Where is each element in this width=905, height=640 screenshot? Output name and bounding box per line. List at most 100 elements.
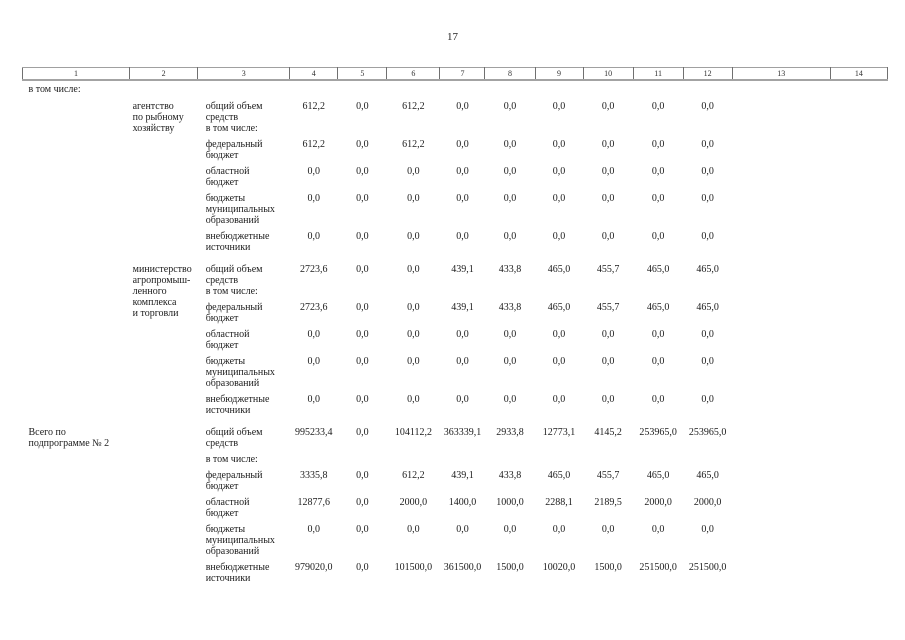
value-cell: 465,0	[646, 302, 670, 313]
value-cell: 0,0	[701, 394, 714, 405]
empty-cell	[732, 258, 830, 302]
table-row: областной бюджет 0,0 0,0 0,0 0,0 0,0 0,0 0,0 0,0…	[23, 329, 888, 356]
value-cell: 995233,4	[295, 427, 333, 438]
empty-cell	[732, 454, 830, 470]
column-number-cell: 7	[439, 67, 486, 81]
value-cell	[387, 454, 440, 470]
value-cell: 433,8	[498, 470, 522, 481]
empty-cell	[732, 139, 830, 166]
value-cell: 0,0	[356, 394, 369, 405]
value-cell: 0,0	[701, 166, 714, 177]
value-cell: 0,0	[552, 193, 566, 204]
value-cell: 1000,0	[496, 497, 524, 508]
value-cell: 0,0	[701, 356, 714, 367]
value-cell: 465,0	[696, 470, 719, 481]
row-label-cell: областной бюджет	[205, 497, 250, 519]
value-cell: 253965,0	[688, 427, 727, 438]
empty-cell	[732, 356, 830, 394]
empty-cell	[732, 193, 830, 231]
row-label-cell: внебюджетные источники	[205, 231, 270, 253]
value-cell: 0,0	[356, 139, 369, 150]
column-number-cell: 10	[582, 67, 634, 81]
value-cell: 0,0	[601, 193, 615, 204]
table-row: внебюджетные источники 0,0 0,0 0,0 0,0 0,0 0,0…	[23, 394, 888, 421]
value-cell: 2933,8	[496, 427, 524, 438]
value-cell: 0,0	[356, 497, 369, 508]
value-cell: 979020,0	[295, 562, 333, 573]
row-label-cell: федеральный бюджет	[205, 302, 263, 324]
table-row: областной бюджет 12877,6 0,0 2000,0 1400,0 10…	[23, 497, 888, 524]
value-cell: 1500,0	[594, 562, 622, 573]
empty-cell	[732, 95, 830, 139]
column-number-cell: 2	[129, 67, 199, 81]
value-cell: 612,2	[402, 101, 425, 112]
table-row: агентство по рыбному хозяйству общий объе…	[23, 95, 888, 139]
value-cell: 0,0	[601, 231, 615, 242]
value-cell: 253965,0	[639, 427, 677, 438]
value-cell: 0,0	[651, 193, 665, 204]
value-cell: 0,0	[456, 524, 469, 535]
value-cell: 0,0	[307, 329, 321, 340]
value-cell: 0,0	[407, 166, 420, 177]
value-cell	[338, 454, 387, 470]
page-number: 17	[447, 31, 458, 43]
value-cell	[633, 454, 683, 470]
value-cell: 0,0	[503, 166, 517, 177]
value-cell: 0,0	[456, 356, 469, 367]
empty-cell	[732, 231, 830, 258]
value-cell: 0,0	[407, 524, 420, 535]
budget-table: 1 2 3 4 5 6 7 8 9 10 11 12 13 14 в том числе: агентств…	[21, 67, 889, 589]
table-row: внебюджетные источники 0,0 0,0 0,0 0,0 0,0 0,0…	[23, 231, 888, 258]
value-cell: 455,7	[596, 302, 620, 313]
row-label-cell: областной бюджет	[205, 329, 250, 351]
intro-label-cell: в том числе:	[28, 84, 81, 95]
value-cell: 0,0	[356, 193, 369, 204]
column-number-cell: 8	[484, 67, 536, 81]
row-label-cell: бюджеты муниципальных образований	[205, 193, 275, 226]
row-label-cell: бюджеты муниципальных образований	[205, 356, 275, 389]
table-row: министерство агропромыш- ленного комплек…	[23, 258, 888, 319]
value-cell	[290, 454, 338, 470]
value-cell: 2288,1	[545, 497, 573, 508]
column-number-cell: 6	[386, 67, 441, 81]
value-cell: 4145,2	[594, 427, 622, 438]
table-row: областной бюджет 0,0 0,0 0,0 0,0 0,0 0,0 0,0 0,0…	[23, 166, 888, 193]
value-cell: 0,0	[456, 193, 469, 204]
row-label-cell: федеральный бюджет	[205, 139, 263, 161]
program-label-cell	[23, 258, 130, 421]
value-cell: 0,0	[407, 264, 420, 275]
empty-cell	[732, 329, 830, 356]
value-cell	[683, 454, 732, 470]
column-number-cell: 5	[337, 67, 388, 81]
value-cell: 0,0	[503, 139, 517, 150]
value-cell: 0,0	[651, 139, 665, 150]
value-cell: 0,0	[407, 356, 420, 367]
value-cell: 0,0	[456, 329, 469, 340]
value-cell: 2723,6	[300, 302, 328, 313]
empty-cell	[830, 231, 887, 258]
value-cell: 1500,0	[496, 562, 524, 573]
executor-label-cell: агентство по рыбному хозяйству	[132, 101, 184, 134]
value-cell: 0,0	[601, 166, 615, 177]
value-cell: 3335,8	[300, 470, 328, 481]
value-cell: 10020,0	[542, 562, 576, 573]
value-cell: 0,0	[307, 394, 321, 405]
value-cell	[535, 454, 583, 470]
column-number-cell: 9	[534, 67, 584, 81]
value-cell: 0,0	[407, 394, 420, 405]
table-row: бюджеты муниципальных образований 0,0 0,0 0…	[23, 193, 888, 231]
value-cell: 0,0	[356, 427, 369, 438]
value-cell: 0,0	[307, 166, 321, 177]
value-cell: 0,0	[503, 193, 517, 204]
value-cell: 0,0	[503, 524, 517, 535]
value-cell: 0,0	[651, 524, 665, 535]
empty-cell	[830, 421, 887, 454]
value-cell: 465,0	[547, 264, 571, 275]
empty-cell	[732, 524, 830, 562]
value-cell: 0,0	[356, 524, 369, 535]
column-number-cell: 11	[632, 67, 684, 81]
row-label-cell: общий объем средств	[205, 427, 263, 449]
value-cell: 2000,0	[644, 497, 672, 508]
value-cell: 0,0	[601, 329, 615, 340]
